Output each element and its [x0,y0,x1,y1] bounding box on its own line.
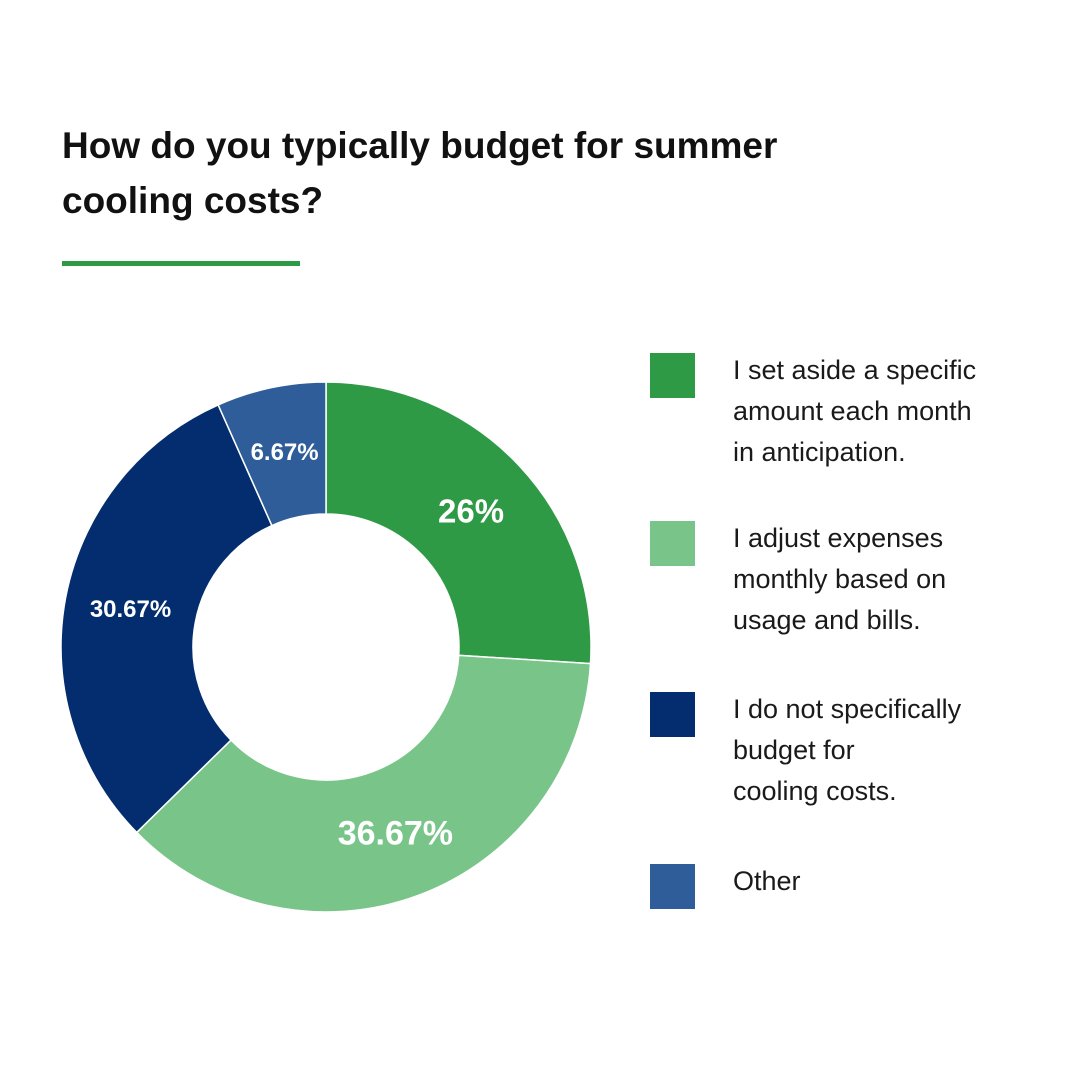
donut-labels: 26% 36.67% 30.67% 6.67% [90,439,504,853]
legend-swatch [650,692,695,737]
slice-value-label: 6.67% [251,439,319,466]
slice-value-label: 36.67% [338,815,453,853]
donut-slices [60,381,592,913]
chart-title: How do you typically budget for summer c… [62,125,778,221]
donut-slice [217,381,327,527]
slice-value-label: 30.67% [90,596,171,623]
legend-label: I do not specifically budget for cooling… [733,694,962,806]
legend-swatch [650,521,695,566]
donut-slice [60,403,273,834]
donut-slice [325,381,592,665]
legend-swatch [650,864,695,909]
legend-label: I adjust expenses monthly based on usage… [733,523,947,635]
legend-label: I set aside a specific amount each month… [733,355,977,467]
title-underline [62,261,300,266]
legend-label: Other [733,866,801,896]
donut-slice [135,654,592,913]
slice-value-label: 26% [438,492,504,529]
legend-swatch [650,353,695,398]
